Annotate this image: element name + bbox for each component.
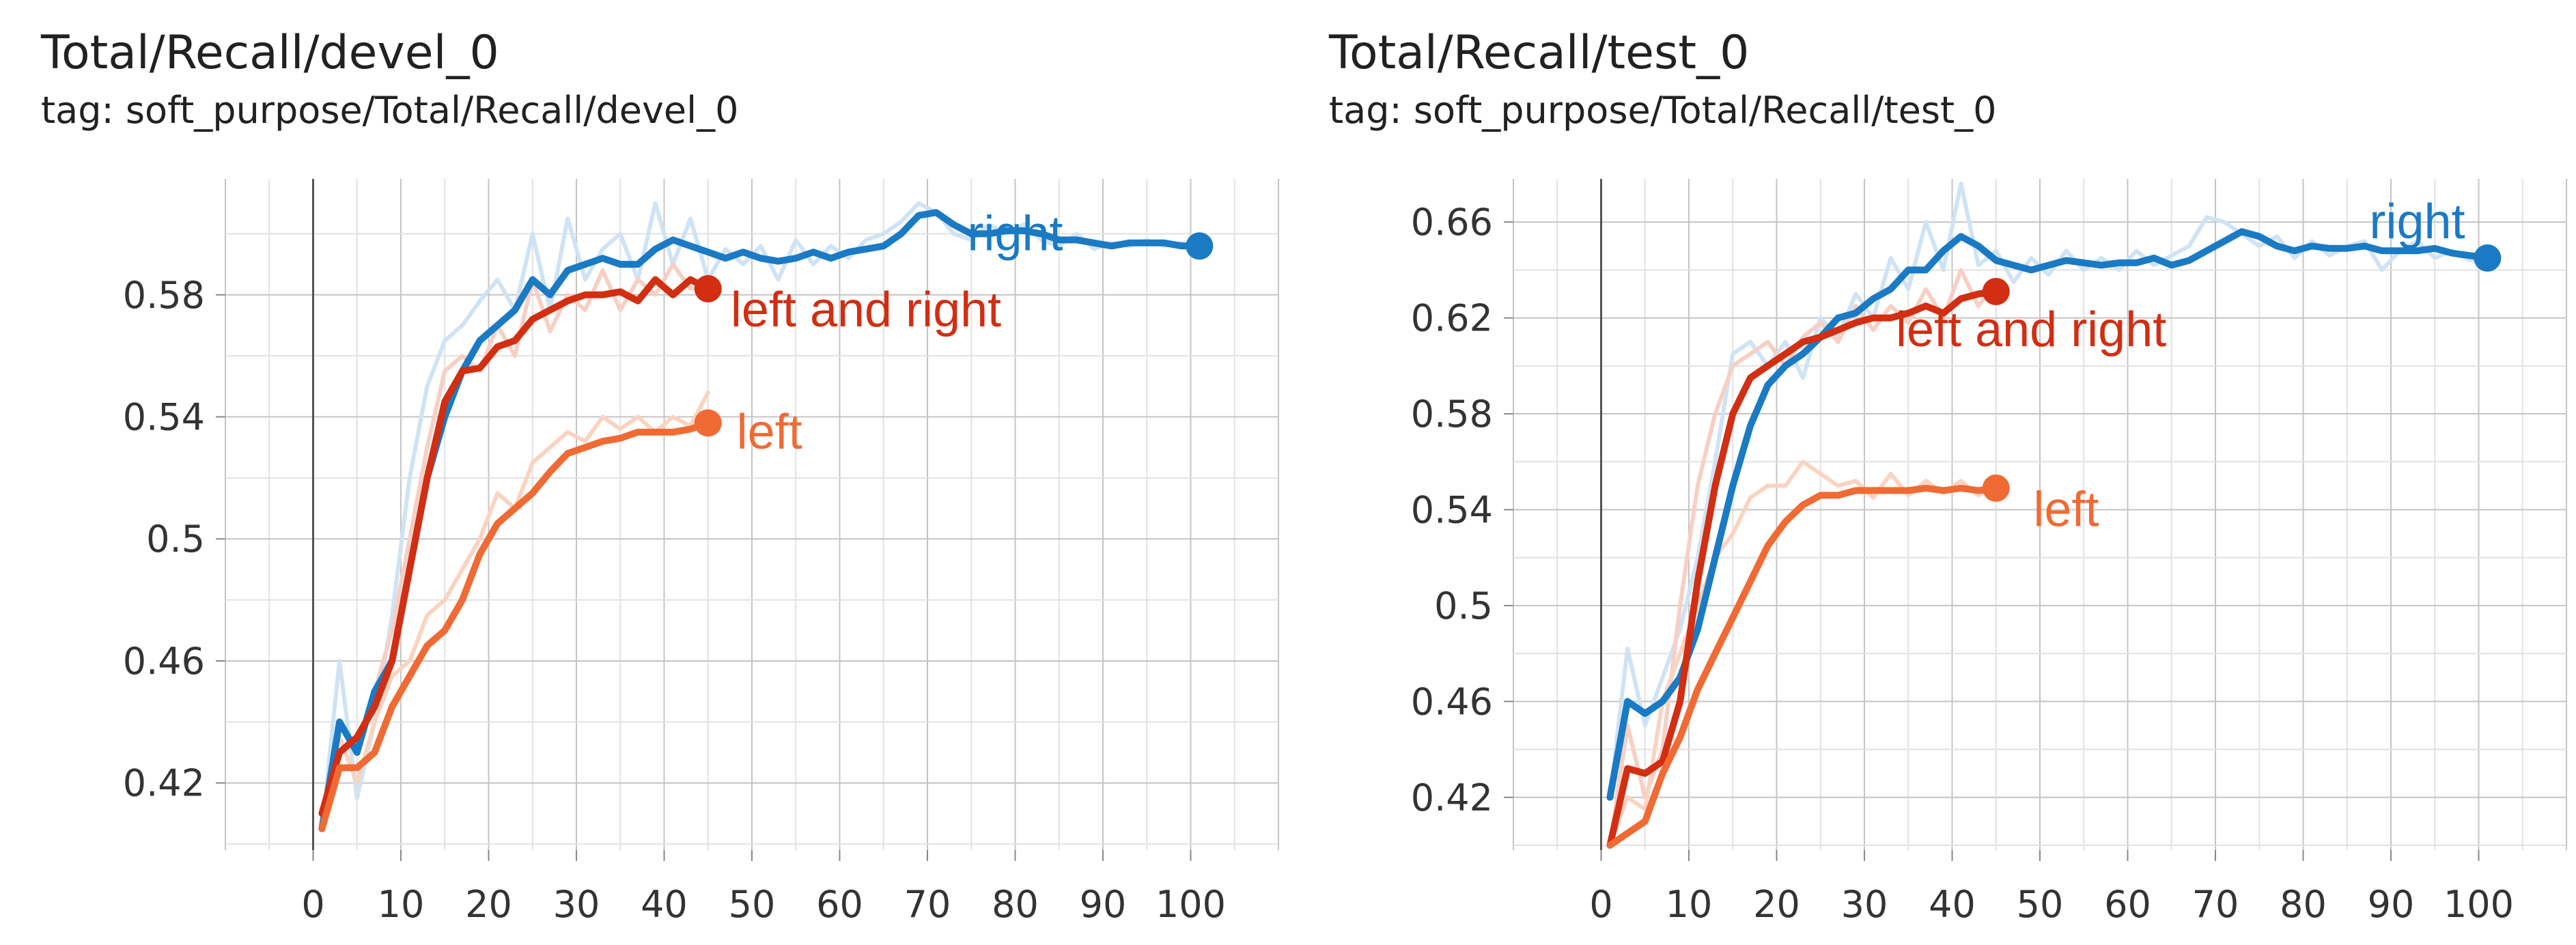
x-tick-label: 10 xyxy=(378,883,425,926)
y-tick-label: 0.46 xyxy=(1411,680,1493,723)
series-end-point-left-and-right xyxy=(694,274,722,302)
x-tick-label: 80 xyxy=(2280,883,2327,926)
x-tick-label: 40 xyxy=(1929,883,1976,926)
chart-tag: tag: soft_purpose/Total/Recall/devel_0 xyxy=(41,89,739,132)
chart-panel-test: Total/Recall/test_0 tag: soft_purpose/To… xyxy=(1288,0,2576,945)
y-tick-label: 0.58 xyxy=(1411,393,1493,436)
series-end-point-left-and-right xyxy=(1982,278,2010,306)
x-tick-label: 30 xyxy=(1841,883,1888,926)
series-raw-line-left-and-right xyxy=(1608,268,1998,847)
series-end-point-right xyxy=(2474,244,2502,272)
series-label-right: right xyxy=(2370,195,2465,249)
grid xyxy=(1513,179,2567,850)
y-tick-label: 0.5 xyxy=(146,518,205,561)
chart-tag: tag: soft_purpose/Total/Recall/test_0 xyxy=(1329,89,1997,132)
series-line-left xyxy=(1606,484,2000,849)
series-label-left: left xyxy=(2034,482,2099,537)
x-tick-label: 50 xyxy=(2017,883,2064,926)
series-line-left xyxy=(318,419,712,832)
series-raw-line-left xyxy=(320,390,710,831)
series-line-right xyxy=(318,209,1203,832)
series-label-right: right xyxy=(967,206,1063,261)
x-tick-label: 30 xyxy=(553,883,600,926)
x-tick-label: 70 xyxy=(2192,883,2239,926)
series-end-point-left xyxy=(1982,474,2010,502)
series-label-left-and-right: left and right xyxy=(731,283,1001,337)
x-tick-label: 20 xyxy=(1753,883,1800,926)
x-tick-label: 100 xyxy=(1156,883,1226,926)
chart-plot-devel: 0.42 0.46 0.5 0.54 0.58 0 10 20 30 40 50 60 70 80 90 10… xyxy=(123,179,1279,926)
series-raw-line-left-and-right xyxy=(320,262,710,816)
chart-panel-devel: Total/Recall/devel_0 tag: soft_purpose/T… xyxy=(41,26,1279,926)
y-tick-label: 0.54 xyxy=(1411,488,1493,531)
x-tick-label: 50 xyxy=(729,883,776,926)
chart-title: Total/Recall/test_0 xyxy=(1329,26,1750,80)
series-line-right xyxy=(1606,228,2491,801)
series-end-point-left xyxy=(694,409,722,437)
x-tick-label: 40 xyxy=(641,883,688,926)
x-tick-label: 60 xyxy=(2104,883,2151,926)
y-tick-label: 0.5 xyxy=(1434,584,1493,627)
x-tick-label: 20 xyxy=(465,883,512,926)
chart-plot-test: 0.42 0.46 0.5 0.54 0.58 0.62 0.66 0 10 20 30 40 50 60… xyxy=(1411,179,2567,926)
x-tick-label: 90 xyxy=(1080,883,1127,926)
x-tick-label: 80 xyxy=(992,883,1039,926)
x-tick-label: 0 xyxy=(301,883,324,926)
y-tick-label: 0.62 xyxy=(1411,297,1493,340)
x-tick-label: 60 xyxy=(816,883,863,926)
x-tick-label: 70 xyxy=(904,883,951,926)
series-raw-line-left xyxy=(1608,460,1998,847)
x-tick-label: 0 xyxy=(1589,883,1612,926)
y-tick-label: 0.58 xyxy=(123,274,205,317)
x-tick-label: 100 xyxy=(2444,883,2514,926)
grid xyxy=(225,179,1279,850)
series-label-left: left xyxy=(737,405,802,460)
series-label-left-and-right: left and right xyxy=(1896,302,2166,357)
y-tick-label: 0.46 xyxy=(123,640,205,683)
series-line-left-and-right xyxy=(1606,288,2000,849)
x-tick-label: 90 xyxy=(2368,883,2415,926)
y-tick-label: 0.66 xyxy=(1411,201,1493,244)
series-raw-line-right xyxy=(320,201,1202,831)
y-tick-label: 0.42 xyxy=(123,762,205,805)
x-tick-label: 10 xyxy=(1666,883,1713,926)
chart-title: Total/Recall/devel_0 xyxy=(41,26,499,80)
series-line-left-and-right xyxy=(318,276,712,817)
series-end-point-right xyxy=(1186,232,1214,260)
y-tick-label: 0.54 xyxy=(123,396,205,439)
y-tick-label: 0.42 xyxy=(1411,776,1493,819)
